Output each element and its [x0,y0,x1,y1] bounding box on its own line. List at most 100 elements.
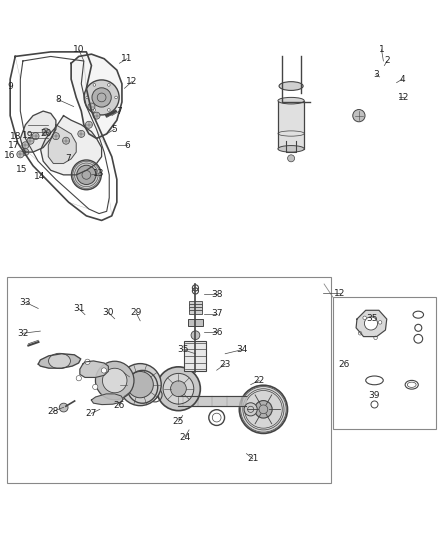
Circle shape [32,133,39,140]
Text: 14: 14 [34,172,45,181]
Text: 13: 13 [93,169,105,178]
Text: 30: 30 [102,308,114,317]
Text: 4: 4 [399,75,405,84]
Text: 3: 3 [373,70,379,79]
Text: 35: 35 [366,314,378,323]
Circle shape [42,128,49,135]
Text: 26: 26 [113,401,125,410]
Text: 27: 27 [86,409,97,418]
Polygon shape [71,54,122,139]
Circle shape [170,381,186,397]
Circle shape [95,361,134,400]
Text: 6: 6 [124,141,130,150]
Text: 12: 12 [334,288,346,297]
Text: 7: 7 [66,155,71,164]
Text: 31: 31 [73,304,85,313]
Text: 26: 26 [339,360,350,368]
Circle shape [93,109,95,111]
Circle shape [363,316,367,320]
Polygon shape [38,354,81,368]
Text: 16: 16 [4,151,16,160]
Text: 34: 34 [237,345,248,354]
Circle shape [27,137,34,144]
Circle shape [85,122,92,128]
Circle shape [93,112,100,119]
Text: 38: 38 [211,289,223,298]
Bar [187,319,203,326]
Polygon shape [92,394,123,405]
Polygon shape [80,361,108,377]
Polygon shape [41,116,102,175]
Circle shape [63,137,70,144]
Bar [7,278,331,483]
Text: 1: 1 [378,45,385,54]
Circle shape [53,133,60,140]
Circle shape [239,385,287,433]
Text: 15: 15 [16,165,27,174]
Text: 32: 32 [18,329,29,338]
Circle shape [115,96,117,99]
Text: 36: 36 [211,328,223,337]
Text: 33: 33 [20,298,31,307]
Text: 24: 24 [179,433,191,442]
Text: 2: 2 [384,56,390,66]
Circle shape [254,401,272,418]
Text: 25: 25 [173,417,184,426]
Text: 19: 19 [22,131,34,140]
Polygon shape [20,111,56,152]
Circle shape [77,165,96,184]
Circle shape [17,151,24,158]
Circle shape [76,376,81,381]
Text: 28: 28 [47,407,59,416]
Circle shape [364,317,378,330]
Circle shape [59,403,68,412]
Text: 37: 37 [211,309,223,318]
Circle shape [101,368,106,373]
Circle shape [85,359,90,365]
Circle shape [92,88,111,107]
Text: 21: 21 [247,454,258,463]
Ellipse shape [49,353,71,369]
Ellipse shape [278,146,304,152]
Text: 18: 18 [10,132,21,141]
Text: 8: 8 [56,95,61,104]
Circle shape [71,160,101,190]
Circle shape [102,368,127,393]
Text: 23: 23 [219,360,231,368]
Ellipse shape [279,82,303,91]
Bar [189,304,201,308]
Bar [278,101,304,149]
Circle shape [358,332,362,335]
Circle shape [107,84,110,86]
Circle shape [163,374,194,404]
Text: 5: 5 [111,125,117,134]
Circle shape [378,321,382,324]
Ellipse shape [278,98,304,104]
Circle shape [84,80,119,115]
Polygon shape [356,310,387,336]
Bar [189,301,201,305]
Circle shape [78,131,85,138]
Text: 10: 10 [73,45,85,54]
Text: 12: 12 [399,93,410,102]
Text: 12: 12 [127,77,138,86]
Circle shape [127,372,153,398]
Bar [184,341,206,372]
Circle shape [107,109,110,111]
Circle shape [119,364,161,406]
Text: 39: 39 [368,391,380,400]
Text: 9: 9 [7,82,13,91]
Circle shape [191,331,200,340]
Bar [189,310,201,314]
Text: 29: 29 [130,308,141,317]
Circle shape [92,384,98,390]
Bar [189,306,201,311]
Text: 22: 22 [254,376,265,385]
Circle shape [374,336,377,340]
Circle shape [88,103,95,110]
Circle shape [353,109,365,122]
Text: 7: 7 [117,107,122,116]
Circle shape [22,142,29,149]
Polygon shape [48,125,76,164]
Text: 35: 35 [177,345,188,354]
